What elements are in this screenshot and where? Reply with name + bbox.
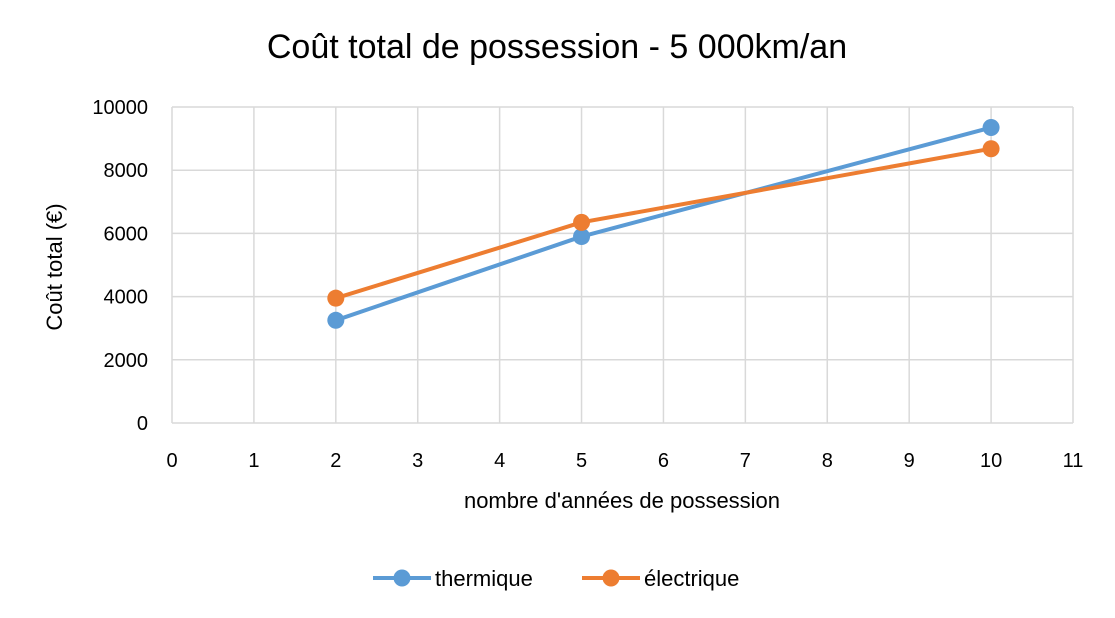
x-tick-label: 5 [576,450,587,472]
x-tick-label: 10 [980,450,1002,472]
data-point [573,228,591,246]
x-tick-label: 4 [494,450,505,472]
x-tick-label: 7 [740,450,751,472]
y-axis-ticks: 0 2000 4000 6000 8000 10000 [92,97,148,435]
y-tick-label: 4000 [104,287,149,309]
x-tick-label: 11 [1063,450,1084,472]
x-tick-label: 2 [330,450,341,472]
x-tick-label: 8 [822,450,833,472]
x-tick-label: 6 [658,450,669,472]
y-tick-label: 2000 [104,350,149,372]
x-axis-ticks: 0 1 2 3 4 5 6 7 8 9 10 11 [166,450,1083,472]
y-tick-label: 0 [137,413,148,435]
y-tick-label: 6000 [104,223,149,245]
legend-label: électrique [644,566,739,591]
x-tick-label: 9 [904,450,915,472]
y-tick-label: 10000 [92,97,148,119]
x-axis-label: nombre d'années de possession [464,488,780,513]
x-tick-label: 0 [166,450,177,472]
chart-title: Coût total de possession - 5 000km/an [267,28,847,66]
data-point [982,119,1000,137]
series [327,119,1000,329]
data-point [982,140,1000,158]
legend: thermique électrique [373,566,739,591]
y-tick-label: 8000 [104,160,149,182]
data-point [573,213,591,231]
x-tick-label: 3 [412,450,423,472]
legend-marker [602,569,620,587]
data-point [327,289,345,307]
data-point [327,311,345,329]
legend-label: thermique [435,566,533,591]
x-tick-label: 1 [248,450,259,472]
y-axis-label: Coût total (€) [42,203,67,330]
legend-marker [393,569,411,587]
gridlines [171,106,1074,424]
